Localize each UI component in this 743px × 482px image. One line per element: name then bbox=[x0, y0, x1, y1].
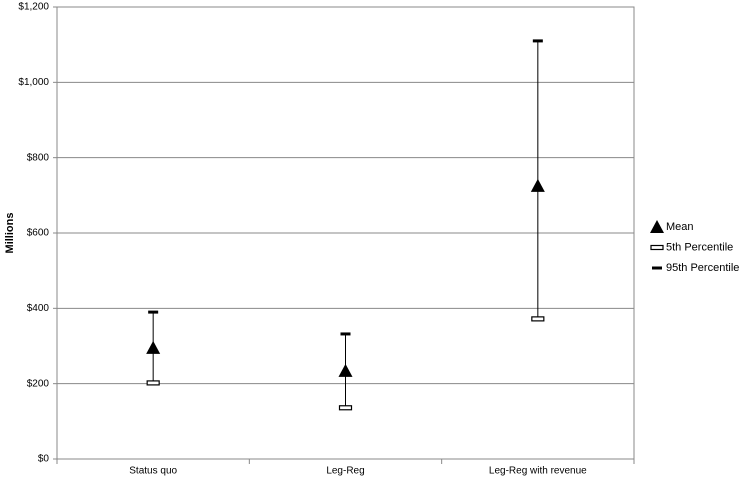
legend-label: 5th Percentile bbox=[666, 241, 733, 253]
marker bbox=[146, 340, 161, 354]
legend-marker bbox=[650, 244, 664, 251]
y-tick-label: $1,200 bbox=[18, 2, 49, 13]
marker bbox=[532, 39, 543, 43]
x-tick-label: Status quo bbox=[129, 466, 177, 477]
y-tick-label: $800 bbox=[27, 152, 50, 163]
marker bbox=[530, 178, 545, 192]
y-tick-label: $0 bbox=[38, 454, 50, 465]
y-tick-label: $200 bbox=[27, 378, 50, 389]
y-tick-label: $400 bbox=[27, 303, 50, 314]
y-tick-label: $1,000 bbox=[18, 77, 49, 88]
marker bbox=[338, 405, 353, 411]
legend-label: 95th Percentile bbox=[666, 262, 739, 274]
marker bbox=[531, 316, 545, 322]
plot-border bbox=[56, 6, 635, 460]
marker bbox=[148, 310, 159, 314]
y-tick-label: $600 bbox=[27, 228, 50, 239]
legend-marker bbox=[652, 266, 662, 270]
legend-label: Mean bbox=[666, 221, 694, 233]
y-axis-label: Millions bbox=[4, 213, 16, 254]
x-tick-label: Leg-Reg with revenue bbox=[489, 466, 587, 477]
marker bbox=[146, 380, 160, 386]
marker bbox=[340, 332, 351, 336]
x-tick-label: Leg-Reg bbox=[326, 466, 364, 477]
marker bbox=[338, 363, 353, 377]
legend-marker bbox=[650, 220, 664, 233]
